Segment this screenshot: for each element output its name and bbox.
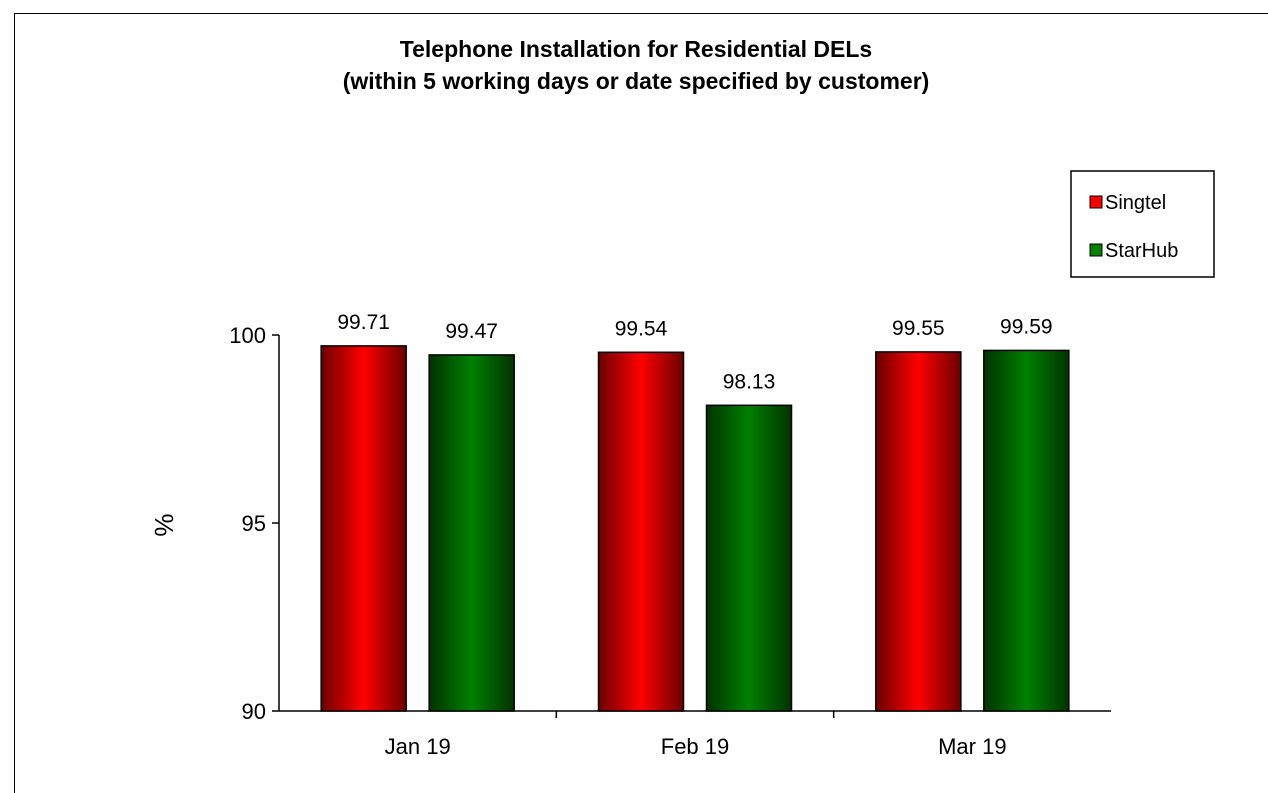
y-tick-label: 90 xyxy=(242,699,266,724)
data-label: 98.13 xyxy=(723,370,776,393)
x-tick-label: Jan 19 xyxy=(385,734,451,759)
bar-starhub-mar-19 xyxy=(983,349,1070,712)
legend-label-singtel: Singtel xyxy=(1105,192,1166,214)
bar-starhub-jan-19 xyxy=(428,354,515,712)
data-label: 99.55 xyxy=(892,317,945,340)
y-tick-label: 95 xyxy=(242,511,266,536)
bar-singtel-mar-19 xyxy=(875,351,962,712)
y-axis-label: % xyxy=(149,513,179,536)
data-label: 99.54 xyxy=(615,317,668,340)
bar-singtel-jan-19 xyxy=(320,345,407,712)
chart-frame xyxy=(14,13,1268,793)
bar-singtel-feb-19 xyxy=(597,351,685,712)
bar-starhub-feb-19 xyxy=(705,404,793,712)
chart-subtitle: (within 5 working days or date specified… xyxy=(343,68,930,94)
legend-label-starhub: StarHub xyxy=(1105,240,1178,262)
data-label: 99.59 xyxy=(1000,315,1053,338)
data-label: 99.47 xyxy=(445,320,498,343)
x-tick-label: Mar 19 xyxy=(938,734,1006,759)
legend: Singtel StarHub xyxy=(1070,170,1215,278)
legend-swatch-singtel xyxy=(1089,195,1103,209)
legend-swatch-starhub xyxy=(1089,243,1103,257)
y-tick-label: 100 xyxy=(229,323,266,348)
legend-box xyxy=(1070,170,1215,278)
x-tick-label: Feb 19 xyxy=(661,734,730,759)
chart-title: Telephone Installation for Residential D… xyxy=(400,36,872,62)
data-label: 99.71 xyxy=(337,311,390,334)
